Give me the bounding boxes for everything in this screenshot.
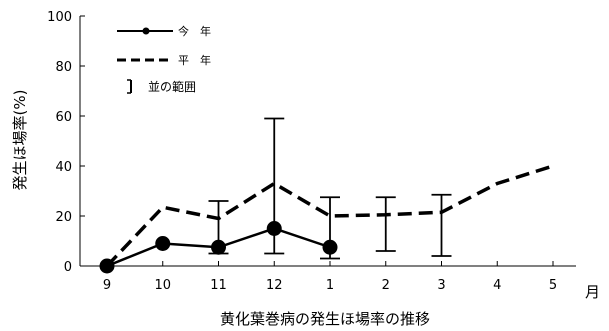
- legend-label-normal-year: 平 年: [178, 53, 211, 67]
- x-tick-label: 5: [549, 278, 557, 293]
- x-tick-label: 1: [326, 278, 334, 293]
- y-tick-label: 80: [55, 60, 72, 75]
- x-tick-label: 2: [382, 278, 390, 293]
- x-axis-label: 黄化葉巻病の発生ほ場率の推移: [220, 310, 430, 328]
- x-axis-ticks: 9 10 11 12 1 2 3 4 5: [103, 261, 557, 293]
- series-point-this-year: [322, 239, 338, 255]
- y-tick-label: 20: [55, 210, 72, 225]
- x-tick-label: 4: [493, 278, 501, 293]
- x-axis-unit: 月: [585, 283, 600, 301]
- x-tick-label: 12: [266, 278, 283, 293]
- x-tick-label: 3: [437, 278, 445, 293]
- y-axis-ticks: 0 20 40 60 80 100: [47, 10, 85, 275]
- x-tick-label: 9: [103, 278, 111, 293]
- series-line-normal-year: [105, 164, 554, 268]
- series-point-this-year: [155, 236, 171, 251]
- y-axis-label: 発生ほ場率(%): [11, 90, 29, 191]
- x-tick-label: 11: [210, 278, 227, 293]
- series-point-this-year: [211, 239, 226, 255]
- series-point-this-year: [99, 258, 115, 274]
- legend-label-this-year: 今 年: [178, 24, 211, 38]
- y-tick-label: 40: [55, 160, 72, 175]
- axes: [79, 16, 576, 267]
- y-tick-label: 60: [55, 110, 72, 125]
- legend: 今 年 平 年 並の範囲: [117, 24, 211, 94]
- y-tick-label: 100: [47, 10, 72, 25]
- legend-label-range: 並の範囲: [148, 79, 196, 94]
- series-point-this-year: [266, 221, 282, 236]
- legend-marker-this-year: [142, 27, 150, 35]
- series-layer: [99, 164, 554, 274]
- x-tick-label: 10: [154, 278, 171, 293]
- y-tick-label: 0: [64, 260, 72, 275]
